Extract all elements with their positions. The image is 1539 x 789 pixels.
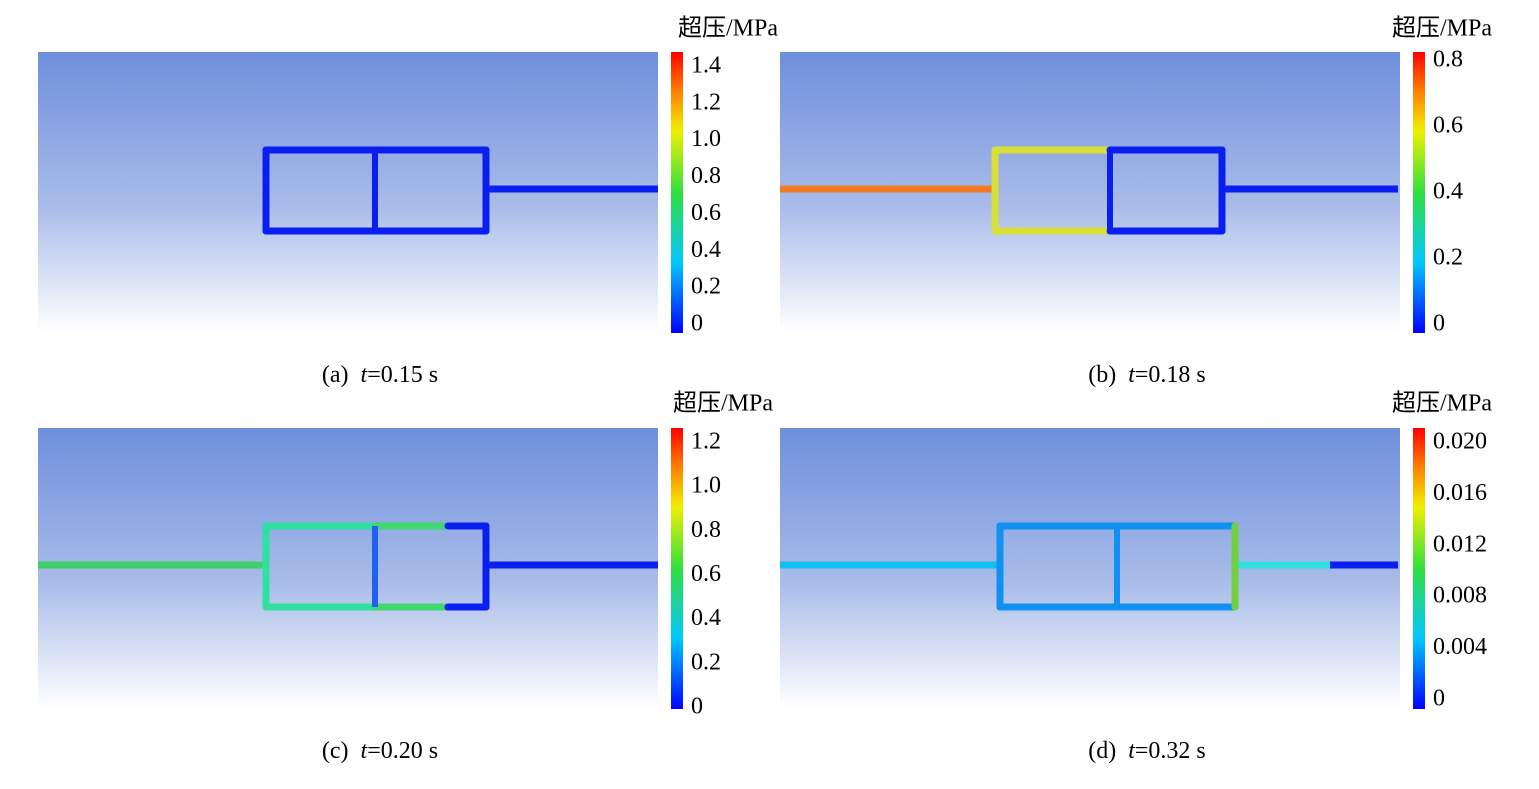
contour-panel: [38, 52, 658, 333]
colorbar: [1413, 52, 1425, 333]
caption-variable: t: [361, 362, 369, 388]
colorbar: [1413, 428, 1425, 709]
colorbar-tick-label: 0: [691, 694, 703, 720]
caption-value: =0.32 s: [1135, 738, 1206, 764]
colorbar-tick-label: 0.6: [691, 200, 721, 226]
colorbar-tick-label: 0.2: [1433, 245, 1463, 271]
colorbar: [671, 428, 683, 709]
colorbar-tick-label: 1.2: [691, 89, 721, 115]
colorbar-tick-label: 0.8: [691, 163, 721, 189]
caption-value: =0.15 s: [367, 362, 438, 388]
caption-label: (b): [1088, 362, 1116, 388]
panel-caption: (c) t=0.20 s: [322, 738, 438, 764]
colorbar-tick-label: 0: [1433, 311, 1445, 337]
panel-caption: (b) t=0.18 s: [1088, 362, 1206, 388]
colorbar-tick-label: 0.8: [1433, 47, 1463, 73]
colorbar: [671, 52, 683, 333]
contour-panel: [38, 428, 658, 709]
colorbar-tick-label: 1.2: [691, 429, 721, 455]
panel-caption: (d) t=0.32 s: [1088, 738, 1206, 764]
colorbar-tick-label: 0: [1433, 686, 1445, 712]
colorbar-tick-label: 0.4: [691, 237, 721, 263]
caption-variable: t: [1128, 738, 1136, 764]
colorbar-tick-label: 0: [691, 311, 703, 337]
colorbar-tick-label: 0.4: [691, 605, 721, 631]
colorbar-tick-label: 0.020: [1433, 429, 1487, 455]
caption-label: (a): [322, 362, 349, 388]
colorbar-unit: 超压/MPa: [673, 390, 773, 417]
caption-value: =0.18 s: [1135, 362, 1206, 388]
caption-label: (d): [1088, 738, 1116, 764]
contour-panel: [780, 428, 1400, 709]
caption-variable: t: [361, 738, 369, 764]
panel-caption: (a) t=0.15 s: [322, 362, 438, 388]
colorbar-tick-label: 1.0: [691, 126, 721, 152]
colorbar-unit: 超压/MPa: [1392, 15, 1492, 42]
caption-variable: t: [1128, 362, 1136, 388]
contour-panel: [780, 52, 1400, 333]
colorbar-tick-label: 0.4: [1433, 179, 1463, 205]
colorbar-tick-label: 0.008: [1433, 583, 1487, 609]
caption-value: =0.20 s: [367, 738, 438, 764]
caption-label: (c): [322, 738, 349, 764]
colorbar-unit: 超压/MPa: [1392, 390, 1492, 417]
colorbar-tick-label: 0.004: [1433, 634, 1487, 660]
colorbar-tick-label: 0.016: [1433, 480, 1487, 506]
colorbar-tick-label: 0.6: [691, 561, 721, 587]
colorbar-unit: 超压/MPa: [678, 15, 778, 42]
colorbar-tick-label: 0.2: [691, 649, 721, 675]
colorbar-tick-label: 1.4: [691, 53, 721, 79]
colorbar-tick-label: 0.8: [691, 517, 721, 543]
colorbar-tick-label: 0.2: [691, 274, 721, 300]
colorbar-tick-label: 1.0: [691, 473, 721, 499]
colorbar-tick-label: 0.6: [1433, 113, 1463, 139]
colorbar-tick-label: 0.012: [1433, 531, 1487, 557]
